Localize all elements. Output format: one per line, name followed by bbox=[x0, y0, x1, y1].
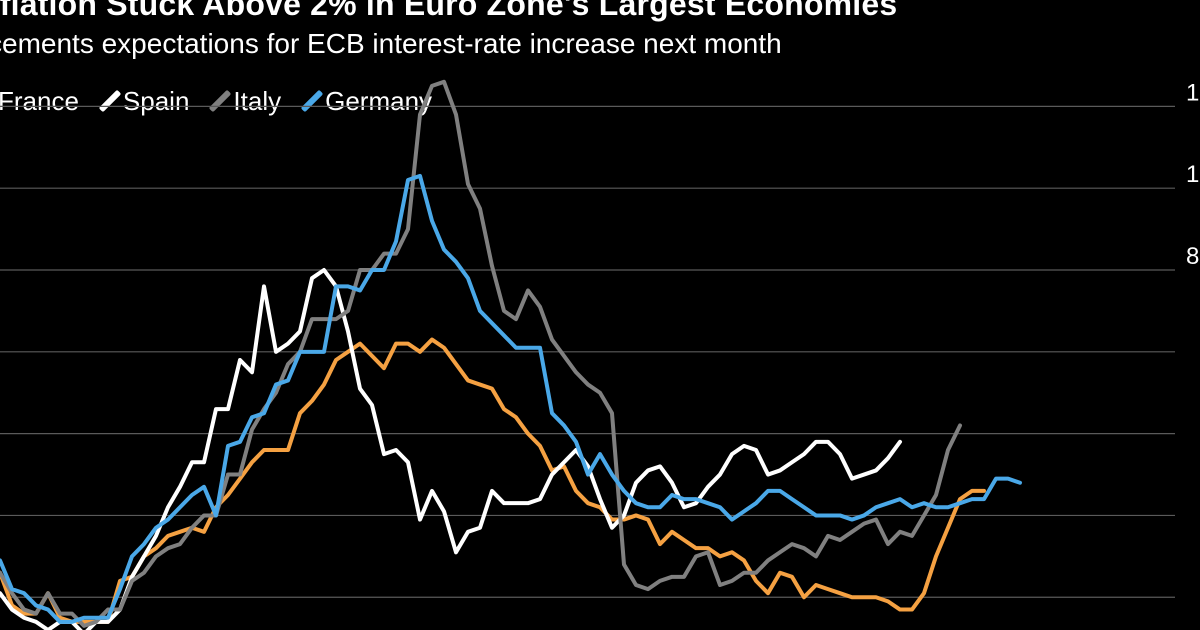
legend-label-italy: Italy bbox=[233, 85, 282, 116]
series-line-france bbox=[0, 337, 986, 624]
series-line-germany bbox=[0, 173, 1022, 624]
gridlines bbox=[0, 105, 1175, 598]
legend-item-germany: Germany bbox=[300, 85, 433, 117]
y-tick-label-12: 1 bbox=[1186, 79, 1199, 106]
legend-label-france: France bbox=[0, 85, 79, 116]
y-tick-labels: 8 10 1 bbox=[1186, 79, 1200, 270]
y-tick-label-10: 10 bbox=[1186, 161, 1200, 188]
series-lines bbox=[0, 79, 1022, 630]
y-tick-label-8: 8 bbox=[1186, 243, 1199, 270]
legend-label-germany: Germany bbox=[325, 85, 433, 116]
legend-label-spain: Spain bbox=[122, 85, 190, 116]
chart-subtitle: cements expectations for ECB interest-ra… bbox=[0, 28, 782, 59]
chart-legend: France Spain Italy Germany bbox=[0, 84, 432, 118]
legend-item-france: France bbox=[0, 86, 79, 117]
legend-item-italy: Italy bbox=[209, 85, 282, 117]
legend-item-spain: Spain bbox=[98, 85, 190, 117]
series-line-italy bbox=[0, 79, 962, 628]
series-line-spain bbox=[0, 268, 902, 630]
chart-title: nflation Stuck Above 2% in Euro Zone's L… bbox=[0, 0, 898, 22]
